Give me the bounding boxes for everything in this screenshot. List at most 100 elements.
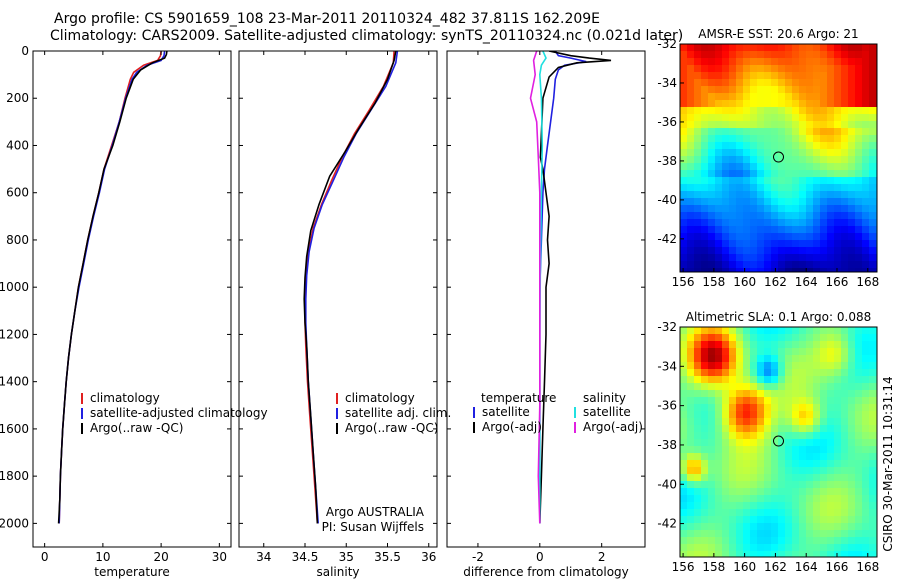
axes-frame-salinity: [238, 50, 438, 548]
heatmap-cell: [799, 404, 807, 412]
heatmap-cell: [722, 205, 730, 213]
heatmap-cell: [848, 212, 856, 220]
heatmap-cell: [680, 404, 688, 412]
heatmap-cell: [736, 219, 744, 227]
heatmap-cell: [701, 397, 709, 405]
heatmap-cell: [841, 107, 849, 115]
heatmap-cell: [680, 383, 688, 391]
heatmap-cell: [750, 481, 758, 489]
heatmap-cell: [743, 247, 751, 255]
heatmap-cell: [736, 226, 744, 234]
heatmap-cell: [778, 390, 786, 398]
heatmap-cell: [869, 219, 877, 227]
heatmap-cell: [799, 233, 807, 241]
heatmap-cell: [736, 149, 744, 157]
heatmap-cell: [715, 474, 723, 482]
map-x-tick-label-sst: 156: [672, 275, 695, 289]
heatmap-cell: [813, 411, 821, 419]
heatmap-cell: [792, 516, 800, 524]
heatmap-cell: [841, 362, 849, 370]
heatmap-cell: [848, 149, 856, 157]
heatmap-cell: [827, 348, 835, 356]
heatmap-cell: [736, 404, 744, 412]
heatmap-cell: [680, 107, 688, 115]
heatmap-cell: [750, 544, 758, 552]
heatmap-cell: [841, 72, 849, 80]
heatmap-cell: [771, 467, 779, 475]
heatmap-cell: [785, 79, 793, 87]
heatmap-cell: [708, 516, 716, 524]
heatmap-cell: [729, 404, 737, 412]
heatmap-cell: [869, 509, 877, 517]
heatmap-cell: [869, 425, 877, 433]
heatmap-cell: [722, 397, 730, 405]
legend-entry-temperature-0: climatology: [90, 391, 160, 405]
heatmap-cell: [771, 425, 779, 433]
heatmap-cell: [708, 411, 716, 419]
heatmap-cell: [841, 460, 849, 468]
heatmap-cell: [757, 79, 765, 87]
heatmap-cell: [778, 362, 786, 370]
heatmap-cell: [687, 79, 695, 87]
heatmap-cell: [722, 212, 730, 220]
heatmap-cell: [855, 79, 863, 87]
heatmap-cell: [764, 530, 772, 538]
heatmap-cell: [722, 348, 730, 356]
heatmap-cell: [757, 397, 765, 405]
heatmap-cell: [736, 383, 744, 391]
heatmap-cell: [834, 198, 842, 206]
heatmap-cell: [771, 128, 779, 136]
heatmap-cell: [771, 65, 779, 73]
heatmap-cell: [701, 212, 709, 220]
heatmap-cell: [869, 198, 877, 206]
annotation-argo-australia: Argo AUSTRALIA: [326, 505, 425, 519]
heatmap-cell: [750, 418, 758, 426]
heatmap-cell: [841, 142, 849, 150]
heatmap-cell: [729, 341, 737, 349]
heatmap-cell: [771, 348, 779, 356]
heatmap-cell: [792, 191, 800, 199]
heatmap-cell: [848, 467, 856, 475]
heatmap-cell: [694, 191, 702, 199]
heatmap-cell: [708, 191, 716, 199]
heatmap-cell: [785, 481, 793, 489]
heatmap-cell: [722, 261, 730, 269]
heatmap-cell: [736, 128, 744, 136]
heatmap-cell: [841, 163, 849, 171]
heatmap-cell: [750, 446, 758, 454]
heatmap-cell: [778, 156, 786, 164]
heatmap-cell: [687, 544, 695, 552]
heatmap-cell: [750, 135, 758, 143]
heatmap-cell: [736, 488, 744, 496]
heatmap-cell: [792, 198, 800, 206]
heatmap-cell: [799, 481, 807, 489]
heatmap-cell: [701, 58, 709, 66]
heatmap-cell: [820, 44, 828, 52]
heatmap-cell: [855, 177, 863, 185]
heatmap-cell: [827, 247, 835, 255]
heatmap-cell: [694, 495, 702, 503]
heatmap-cell: [820, 149, 828, 157]
heatmap-cell: [757, 233, 765, 241]
heatmap-cell: [743, 362, 751, 370]
heatmap-cell: [841, 156, 849, 164]
heatmap-cell: [834, 114, 842, 122]
heatmap-cell: [855, 247, 863, 255]
heatmap-cell: [736, 51, 744, 59]
heatmap-cell: [834, 107, 842, 115]
heatmap-cell: [834, 453, 842, 461]
heatmap-cell: [715, 212, 723, 220]
heatmap-cell: [757, 65, 765, 73]
heatmap-cell: [757, 327, 765, 335]
heatmap-cell: [680, 397, 688, 405]
heatmap-cell: [792, 240, 800, 248]
heatmap-cell: [764, 240, 772, 248]
heatmap-cell: [680, 156, 688, 164]
heatmap-cell: [855, 495, 863, 503]
heatmap-cell: [757, 51, 765, 59]
heatmap-cell: [743, 537, 751, 545]
heatmap-cell: [855, 191, 863, 199]
heatmap-cell: [708, 107, 716, 115]
heatmap-cell: [841, 219, 849, 227]
heatmap-cell: [687, 327, 695, 335]
